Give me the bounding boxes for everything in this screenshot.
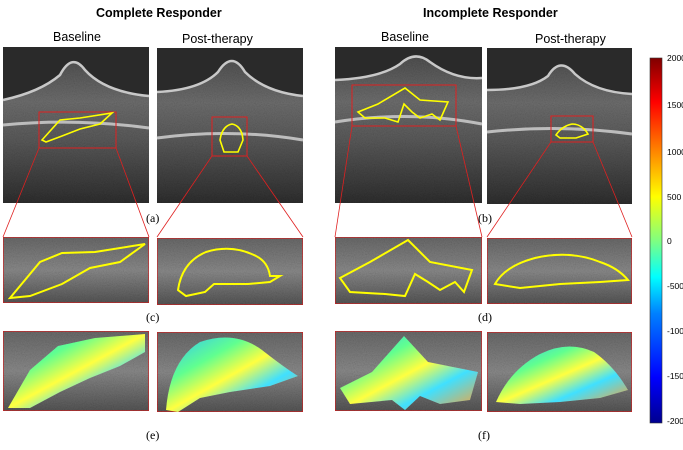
color-map-incomplete-post bbox=[486, 331, 633, 413]
color-map-complete-post bbox=[156, 331, 304, 413]
panel-label-d: (d) bbox=[478, 310, 492, 324]
colorbar-tick-2000: 2000 bbox=[667, 53, 683, 63]
zoom-contour-complete-post bbox=[156, 237, 304, 306]
oct-image-incomplete-baseline bbox=[334, 47, 483, 203]
color-map-incomplete-baseline bbox=[334, 330, 483, 412]
panel-label-e: (e) bbox=[146, 428, 160, 442]
baseline-label-incomplete: Baseline bbox=[381, 30, 429, 44]
colorbar-tick-neg2000: -2000 bbox=[667, 416, 683, 426]
panel-label-f: (f) bbox=[478, 428, 490, 442]
panel-label-c: (c) bbox=[146, 310, 160, 324]
baseline-label-complete: Baseline bbox=[53, 30, 101, 44]
zoom-connectors bbox=[2, 125, 633, 238]
colorbar-tick-0: 0 bbox=[667, 236, 672, 246]
colorbar-tick-1000: 1000 bbox=[667, 147, 683, 157]
incomplete-responder-title: Incomplete Responder bbox=[423, 6, 558, 20]
panel-label-b: (b) bbox=[478, 211, 492, 225]
panel-label-a: (a) bbox=[146, 211, 160, 225]
colorbar-tick-neg1000: -1000 bbox=[667, 326, 683, 336]
zoom-contour-incomplete-post bbox=[486, 237, 633, 305]
zoom-contour-incomplete-baseline bbox=[334, 236, 483, 305]
post-therapy-label-complete: Post-therapy bbox=[182, 32, 253, 46]
zoom-contour-complete-baseline bbox=[2, 236, 150, 304]
colorbar-tick-neg500: -500 bbox=[667, 281, 683, 291]
oct-image-complete-post bbox=[156, 48, 304, 203]
colorbar-tick-1500: 1500 bbox=[667, 100, 683, 110]
complete-responder-title: Complete Responder bbox=[96, 6, 222, 20]
colorbar-tick-neg1500: -1500 bbox=[667, 371, 683, 381]
colorbar bbox=[649, 57, 663, 424]
color-map-complete-baseline bbox=[2, 330, 150, 412]
oct-image-incomplete-post bbox=[486, 48, 633, 204]
oct-image-complete-baseline bbox=[2, 47, 150, 203]
colorbar-tick-500: 500 bbox=[667, 192, 682, 202]
post-therapy-label-incomplete: Post-therapy bbox=[535, 32, 606, 46]
